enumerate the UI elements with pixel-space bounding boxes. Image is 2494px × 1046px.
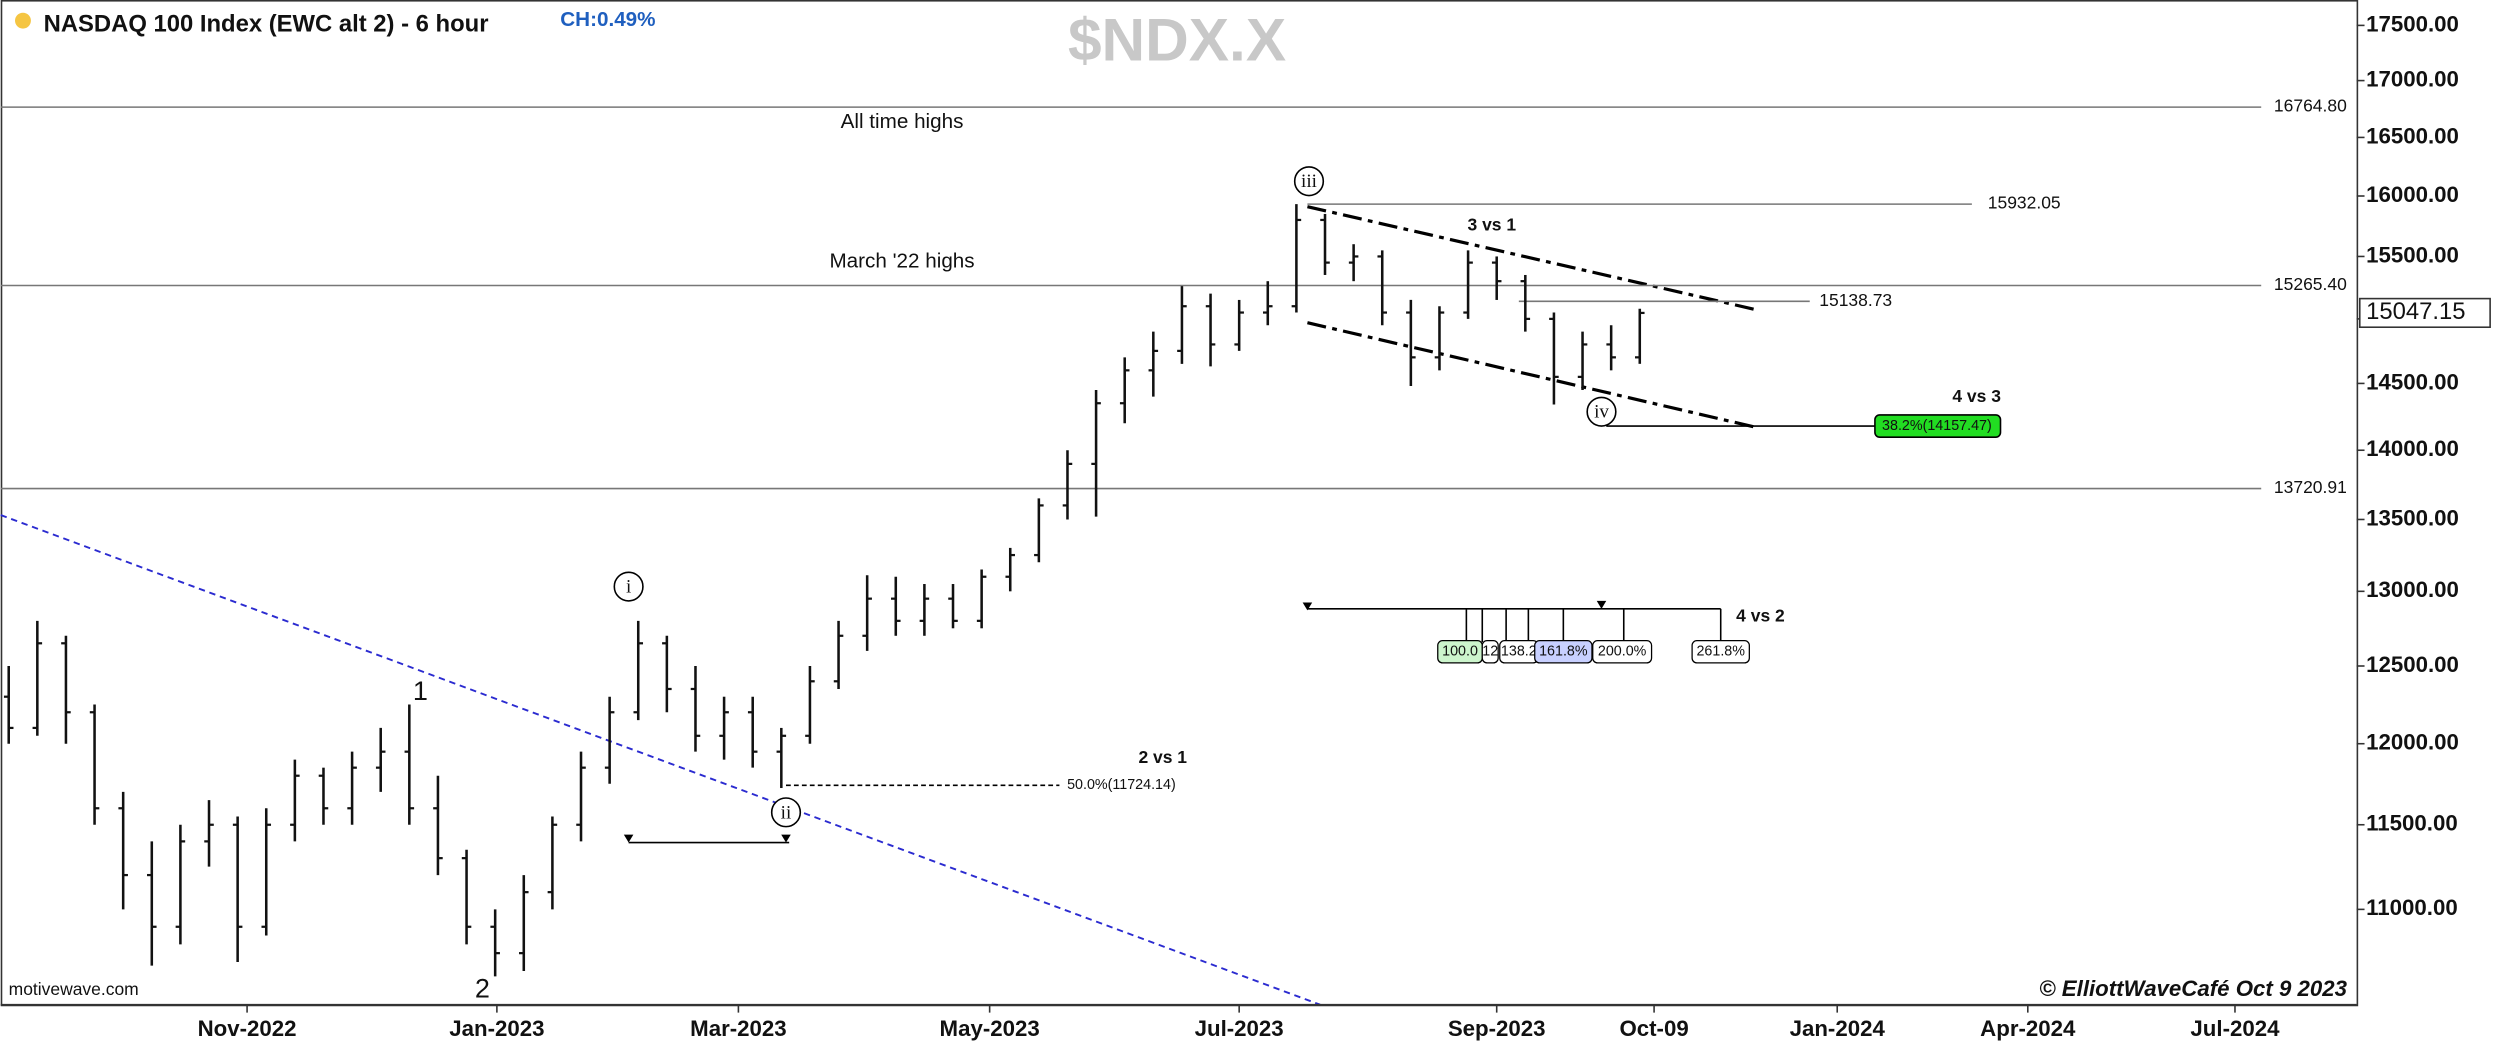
x-tick-label: Sep-2023 xyxy=(1448,1016,1546,1041)
fib-label-box xyxy=(1534,639,1593,664)
symbol-watermark: $NDX.X xyxy=(1068,5,1286,73)
marker xyxy=(1596,600,1607,609)
channel-line xyxy=(1307,321,1758,430)
fib-label-box xyxy=(1691,639,1750,664)
fib-label-box xyxy=(1592,639,1653,664)
x-tick-label: Mar-2023 xyxy=(690,1016,786,1041)
wave-circle xyxy=(613,571,644,602)
y-tick-label: 11500.00 xyxy=(2366,811,2458,836)
annotation: 4 vs 3 xyxy=(1952,386,2001,406)
wave-label: i xyxy=(626,577,631,598)
x-tick-label: Jan-2023 xyxy=(449,1016,544,1041)
marker xyxy=(623,834,634,843)
y-tick-label: 16500.00 xyxy=(2366,123,2459,148)
level-label: 15265.40 xyxy=(2274,274,2347,294)
fib-label: 200.0% xyxy=(1598,644,1647,660)
fib-label-box xyxy=(1874,414,2002,438)
annotation: 4 vs 2 xyxy=(1736,605,1785,625)
last-price-box xyxy=(2358,297,2491,329)
wave-circle xyxy=(770,797,802,828)
marker xyxy=(1302,602,1313,611)
x-tick-label: Oct-09 xyxy=(1619,1016,1688,1041)
fib-label: 138.2 xyxy=(1501,644,1537,660)
level-label: 15138.73 xyxy=(1819,290,1892,310)
wave-circle xyxy=(1586,396,1617,427)
x-tick-label: Jul-2023 xyxy=(1195,1016,1284,1041)
annotation: 3 vs 1 xyxy=(1468,214,1517,234)
level-label: 15932.05 xyxy=(1988,193,2061,213)
y-tick-label: 16000.00 xyxy=(2366,182,2459,207)
fib-label: 161.8% xyxy=(1539,644,1588,660)
y-tick-label: 13500.00 xyxy=(2366,505,2459,530)
y-tick-label: 14500.00 xyxy=(2366,369,2459,394)
status-dot xyxy=(15,12,31,29)
fib-label: 100.0 xyxy=(1442,644,1478,660)
wave-label: iv xyxy=(1594,402,1609,423)
wave-circle xyxy=(1293,166,1325,197)
y-tick-label: 15500.00 xyxy=(2366,242,2459,267)
y-tick-label: 17000.00 xyxy=(2366,66,2459,91)
y-tick-label: 12500.00 xyxy=(2366,652,2459,677)
change: CH:0.49% xyxy=(560,8,655,31)
channel-line xyxy=(1307,205,1758,312)
fib-label: 38.2%(14157.47) xyxy=(1882,418,1992,434)
fib-label-box xyxy=(1481,639,1499,664)
chart-title: NASDAQ 100 Index (EWC alt 2) - 6 hour xyxy=(44,11,489,38)
source: motivewave.com xyxy=(9,979,139,999)
price-bars xyxy=(3,204,1645,977)
level-label: 13720.91 xyxy=(2274,477,2347,497)
marker xyxy=(781,834,791,843)
x-tick-label: Jan-2024 xyxy=(1790,1016,1886,1041)
y-tick-label: 11000.00 xyxy=(2366,895,2458,920)
y-tick-label: 17500.00 xyxy=(2366,11,2459,36)
annotation: All time highs xyxy=(841,110,964,133)
annotation: March '22 highs xyxy=(829,250,974,273)
wave-label: iii xyxy=(1301,171,1317,192)
last-price-label: 15047.15 xyxy=(2366,298,2465,325)
x-tick-label: Jul-2024 xyxy=(2190,1016,2280,1041)
x-tick-label: Apr-2024 xyxy=(1980,1016,2076,1041)
x-tick-label: Nov-2022 xyxy=(198,1016,297,1041)
fib-label: 12 xyxy=(1482,644,1498,660)
y-tick-label: 14000.00 xyxy=(2366,436,2459,461)
annotation: 2 vs 1 xyxy=(1138,747,1187,767)
wave-label: 1 xyxy=(413,676,428,706)
y-tick-label: 12000.00 xyxy=(2366,730,2459,755)
fib-box xyxy=(1307,608,1722,643)
wave-label: ii xyxy=(781,802,792,823)
x-tick-label: May-2023 xyxy=(940,1016,1040,1041)
fib-label: 261.8% xyxy=(1696,644,1745,660)
wave-label: 2 xyxy=(475,974,490,1004)
trend-line xyxy=(0,514,1321,1006)
level-label: 16764.80 xyxy=(2274,96,2347,116)
copyright: © ElliottWaveCafé Oct 9 2023 xyxy=(2039,976,2347,1001)
fib-label: 50.0%(11724.14) xyxy=(1067,777,1176,793)
y-tick-label: 13000.00 xyxy=(2366,577,2459,602)
